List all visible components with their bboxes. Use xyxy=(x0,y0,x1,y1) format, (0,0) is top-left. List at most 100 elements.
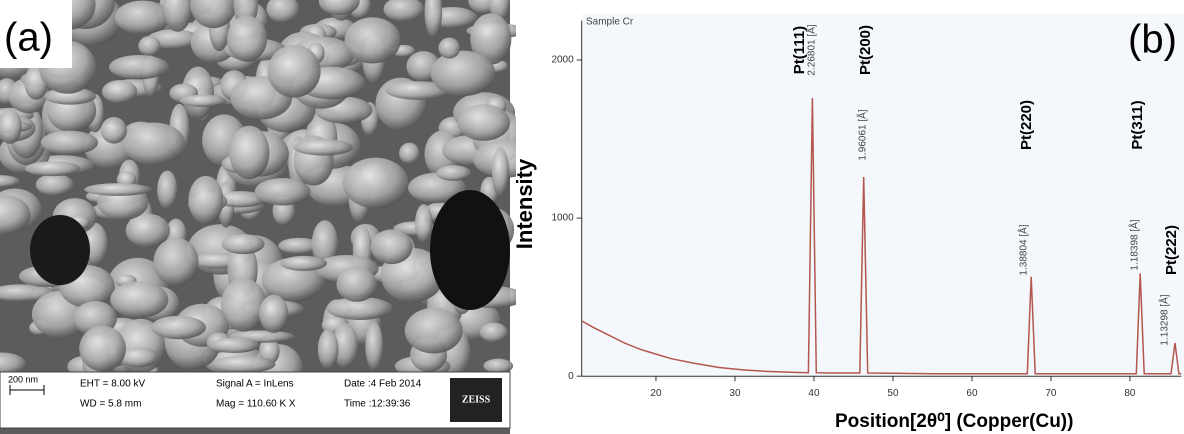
peak-label: Pt(222) xyxy=(1163,225,1180,275)
x-axis-label: Position[2θ⁰] (Copper(Cu)) xyxy=(835,411,1073,432)
panel-label: (b) xyxy=(1128,18,1177,62)
grain xyxy=(214,191,266,208)
info-text: Time :12:39:36 xyxy=(344,399,411,410)
info-text: Mag = 110.60 K X xyxy=(216,399,296,410)
grain xyxy=(122,122,186,165)
peak-label: Pt(311) xyxy=(1129,100,1146,149)
grain xyxy=(430,50,496,97)
grain xyxy=(84,183,152,196)
info-text: Signal A = InLens xyxy=(216,379,294,390)
x-tick-label: 20 xyxy=(650,388,662,399)
d-spacing: 2.26801 [Å] xyxy=(805,24,818,75)
grain xyxy=(457,104,510,141)
sem-image xyxy=(0,0,539,434)
grain xyxy=(119,347,159,368)
grain xyxy=(259,337,280,365)
logo-box xyxy=(450,378,502,422)
grain xyxy=(399,142,420,164)
chart-title: Sample Cr xyxy=(586,17,634,28)
panel-label: (a) xyxy=(4,16,53,60)
grain xyxy=(370,229,413,265)
grain xyxy=(114,0,171,35)
grain xyxy=(157,170,178,210)
grain xyxy=(404,307,463,354)
grain xyxy=(190,0,237,29)
grain xyxy=(267,44,321,98)
logo: ZEISS xyxy=(462,394,491,405)
grain xyxy=(438,37,461,59)
grain xyxy=(479,322,508,343)
grain xyxy=(342,157,409,209)
y-axis-label: Intensity xyxy=(512,158,537,249)
grain xyxy=(79,325,126,372)
grain xyxy=(211,355,276,373)
peak-label: Pt(220) xyxy=(1018,100,1035,150)
y-tick-label: 2000 xyxy=(551,55,574,66)
grain xyxy=(101,79,138,104)
grain xyxy=(179,94,227,107)
grain xyxy=(365,322,384,371)
grain xyxy=(0,194,31,235)
grain xyxy=(491,147,509,197)
grain xyxy=(220,278,267,332)
scale-label: 200 nm xyxy=(8,374,38,384)
grain xyxy=(278,237,320,254)
plot-area xyxy=(582,14,1184,379)
grain xyxy=(414,204,433,243)
grain xyxy=(385,81,451,100)
x-tick-label: 80 xyxy=(1124,388,1136,399)
grain xyxy=(0,352,27,376)
d-spacing: 1.38804 [Å] xyxy=(1017,224,1030,275)
grain xyxy=(326,296,393,320)
x-tick-label: 60 xyxy=(966,388,978,399)
grain xyxy=(35,173,74,196)
info-text: WD = 5.8 mm xyxy=(80,399,141,410)
info-text: EHT = 8.00 kV xyxy=(80,379,145,390)
grain xyxy=(344,17,401,64)
info-text: Date :4 Feb 2014 xyxy=(344,379,422,390)
grain xyxy=(138,36,161,56)
x-tick-label: 70 xyxy=(1045,388,1057,399)
grain xyxy=(424,0,443,39)
grain xyxy=(229,125,270,180)
grain xyxy=(436,165,472,181)
grain xyxy=(125,213,170,248)
grain xyxy=(311,220,338,267)
grain xyxy=(293,139,354,156)
grain xyxy=(151,315,206,340)
grain xyxy=(209,337,260,353)
pore xyxy=(430,190,510,310)
grain xyxy=(0,108,22,144)
grain xyxy=(153,237,199,286)
peak-label: Pt(111) xyxy=(791,26,808,74)
grain xyxy=(470,13,512,65)
grain xyxy=(259,294,289,333)
grain xyxy=(109,54,169,80)
x-tick-label: 30 xyxy=(729,388,741,399)
peak-label: Pt(200) xyxy=(857,25,874,75)
grain xyxy=(0,175,20,188)
y-tick-label: 1000 xyxy=(551,213,574,224)
grain xyxy=(226,15,268,62)
grain xyxy=(40,130,99,155)
grain xyxy=(24,161,81,177)
grain xyxy=(317,329,339,370)
grain xyxy=(221,233,265,255)
grain xyxy=(147,29,200,49)
grain xyxy=(280,255,328,271)
d-spacing: 1.18398 [Å] xyxy=(1128,219,1141,270)
grain xyxy=(483,358,514,374)
d-spacing: 1.13298 [Å] xyxy=(1158,294,1171,345)
x-tick-label: 50 xyxy=(887,388,899,399)
grain xyxy=(336,267,378,302)
d-spacing: 1.96061 [Å] xyxy=(856,109,869,160)
info-bar xyxy=(0,371,511,429)
grain xyxy=(110,281,169,318)
pore xyxy=(30,215,90,285)
grain xyxy=(332,323,359,369)
grain xyxy=(188,175,224,225)
grain xyxy=(318,0,360,16)
grain xyxy=(383,0,424,22)
xrd-pattern xyxy=(581,97,1182,375)
